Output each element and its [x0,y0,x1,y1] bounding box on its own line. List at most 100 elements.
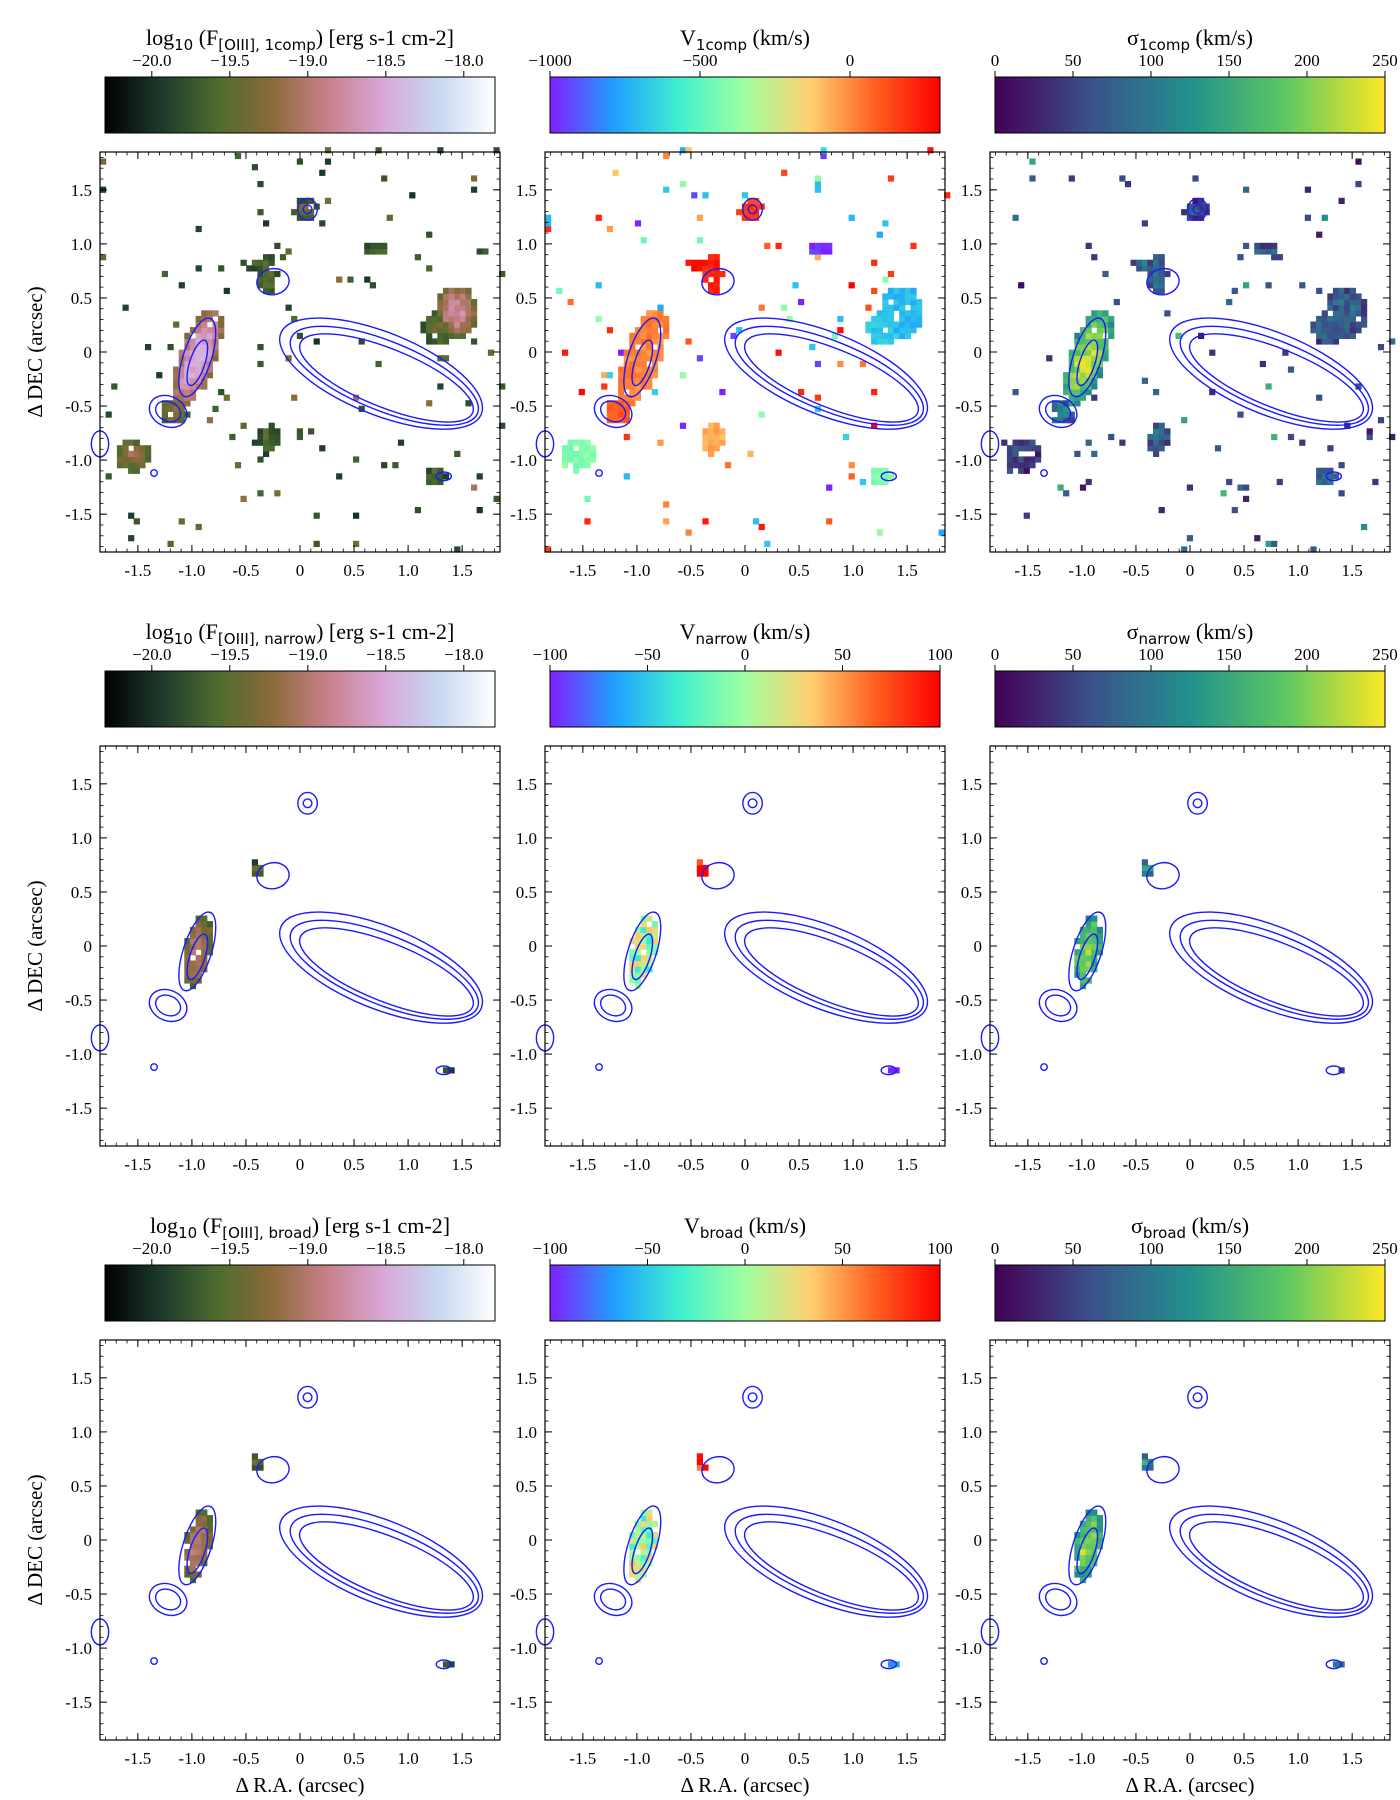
colorbar-tick-label: 0 [741,645,750,664]
colorbar-tick-label: 250 [1372,51,1398,70]
colorbar-tick-label: 250 [1372,645,1398,664]
x-axis-label: Δ R.A. (arcsec) [236,1773,365,1797]
y-tick-label: 0.5 [71,289,92,308]
colorbar-tick-label: 50 [1065,51,1082,70]
colorbar-tick-label: −19.0 [288,1239,327,1258]
x-tick-label: 0.5 [343,561,364,580]
panel-1comp-2: σ1comp (km/s) 0 50 100 150 200 250 -1.5 -1.0 -0.5… [955,25,1398,580]
y-tick-label: -0.5 [955,991,982,1010]
y-tick-label: 1.0 [516,1423,537,1442]
y-tick-label: 1.0 [71,235,92,254]
y-tick-label: 0 [84,343,93,362]
y-tick-label: -0.5 [510,991,537,1010]
colorbar-tick-label: 250 [1372,1239,1398,1258]
x-axis-label: Δ R.A. (arcsec) [1126,1773,1255,1797]
x-tick-label: 0.5 [343,1749,364,1768]
contour-lines [90,791,484,1076]
x-tick-label: 1.5 [897,1155,918,1174]
colorbar-title: σ1comp (km/s) [1127,25,1253,54]
x-tick-label: -0.5 [1122,1749,1149,1768]
y-tick-label: -1.5 [955,1099,982,1118]
x-tick-label: 1.0 [1287,1155,1308,1174]
y-tick-label: 1.0 [516,235,537,254]
y-tick-label: 0.5 [71,1477,92,1496]
x-tick-label: 0.5 [1233,1749,1254,1768]
x-tick-label: 1.0 [1287,1749,1308,1768]
y-tick-label: -0.5 [955,397,982,416]
colorbar [104,76,496,134]
x-tick-label: -0.5 [677,561,704,580]
colorbar-title: σbroad (km/s) [1131,1213,1249,1242]
colorbar-tick-label: 150 [1216,51,1242,70]
x-tick-label: -1.5 [1014,1155,1041,1174]
x-tick-label: 1.5 [452,1155,473,1174]
colorbar [994,670,1386,728]
y-tick-label: 0.5 [961,883,982,902]
colorbar-tick-label: 100 [1138,645,1164,664]
panel-broad-0: log10 (F[OIII], broad) [erg s-1 cm-2]−20… [23,1213,501,1797]
x-tick-label: -0.5 [232,1155,259,1174]
x-tick-label: -1.5 [569,1155,596,1174]
colorbar-tick-label: −1000 [528,51,572,70]
x-tick-label: -1.0 [178,1155,205,1174]
x-tick-label: 1.0 [842,1749,863,1768]
x-tick-label: 1.0 [397,1155,418,1174]
colorbar [549,670,941,728]
x-tick-label: 0.5 [788,1155,809,1174]
x-tick-label: 0 [741,561,750,580]
x-tick-label: -1.5 [1014,561,1041,580]
colorbar [104,670,496,728]
y-tick-label: 0.5 [961,289,982,308]
colorbar-tick-label: −50 [634,645,661,664]
x-tick-label: 0.5 [1233,561,1254,580]
colorbar-tick-label: 0 [846,51,855,70]
colorbar-tick-label: 150 [1216,645,1242,664]
colorbar-tick-label: −20.0 [132,1239,171,1258]
colorbar-title: log10 (F[OIII], 1comp) [erg s-1 cm-2] [146,25,454,54]
emission-map [1001,158,1396,553]
colorbar-tick-label: 200 [1294,645,1320,664]
y-tick-label: 1.0 [961,1423,982,1442]
colorbar [994,76,1386,134]
colorbar-tick-label: 100 [927,1239,953,1258]
colorbar-tick-label: 100 [1138,51,1164,70]
y-axis-label: Δ DEC (arcsec) [23,1474,47,1605]
x-tick-label: 1.5 [452,1749,473,1768]
colorbar-tick-label: −19.5 [210,1239,249,1258]
contour-lines [980,1385,1374,1670]
colorbar-tick-label: 0 [991,1239,1000,1258]
y-tick-label: 1.5 [961,181,982,200]
colorbar-tick-label: 0 [741,1239,750,1258]
colorbar-title: log10 (F[OIII], broad) [erg s-1 cm-2] [150,1213,450,1242]
y-tick-label: 1.5 [516,181,537,200]
y-tick-label: -1.0 [510,451,537,470]
colorbar-tick-label: −18.5 [366,1239,405,1258]
colorbar-tick-label: −50 [634,1239,661,1258]
colorbar-tick-label: −18.0 [444,1239,483,1258]
y-tick-label: 0.5 [516,1477,537,1496]
colorbar-title: log10 (F[OIII], narrow) [erg s-1 cm-2] [146,619,455,648]
y-tick-label: 1.0 [961,829,982,848]
y-axis-label: Δ DEC (arcsec) [23,286,47,417]
colorbar-tick-label: 200 [1294,1239,1320,1258]
x-axis-label: Δ R.A. (arcsec) [681,1773,810,1797]
x-tick-label: 1.0 [842,561,863,580]
y-tick-label: -1.5 [955,505,982,524]
y-tick-label: 1.5 [961,775,982,794]
colorbar-tick-label: 50 [1065,645,1082,664]
y-tick-label: 0.5 [516,883,537,902]
y-tick-label: -0.5 [510,397,537,416]
y-tick-label: 1.0 [71,829,92,848]
y-tick-label: 0 [974,937,983,956]
y-tick-label: -1.5 [65,505,92,524]
emission-map [629,1453,900,1668]
x-tick-label: -0.5 [677,1155,704,1174]
panel-narrow-1: Vnarrow (km/s) −100 −50 0 50 100 -1.5 -1.0 -0.5 0… [510,619,953,1174]
emission-map [1074,1453,1345,1668]
panel-1comp-1: V1comp (km/s) −1000 −500 0 -1.5 -1.0 -0.5 0 0.5 1… [510,25,951,580]
y-tick-label: 0 [974,1531,983,1550]
x-tick-label: -1.0 [623,561,650,580]
y-tick-label: 1.0 [516,829,537,848]
x-tick-label: 0.5 [1233,1155,1254,1174]
emission-map [1074,859,1345,1074]
